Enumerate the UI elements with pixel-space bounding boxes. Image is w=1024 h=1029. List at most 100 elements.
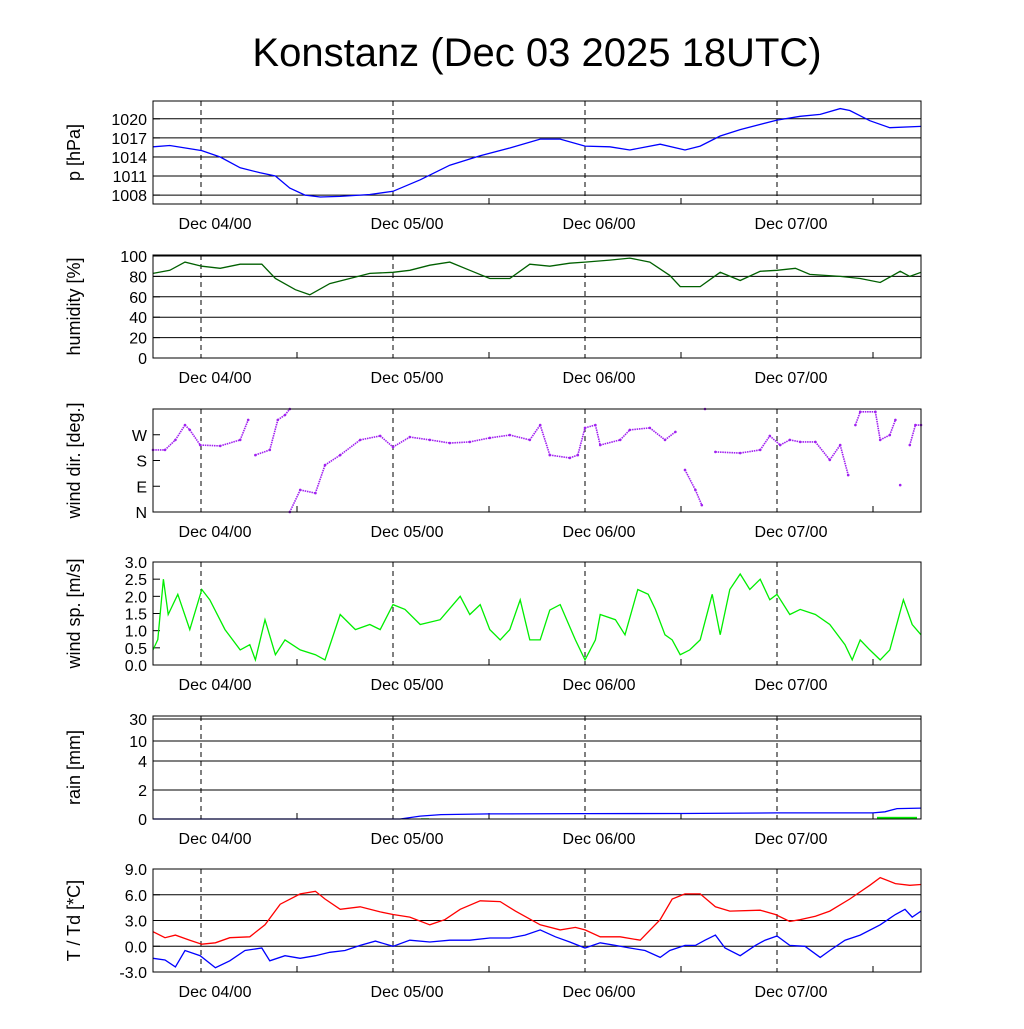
data-trace [289,489,301,513]
rain-series-accumulated-rain [153,807,922,820]
y-tick-label: 1.0 [125,624,147,641]
x-tick-label: Dec 04/00 [179,370,252,387]
humidity-series-humidity [152,257,922,296]
pressure-panel: 1008 1011 1014 1017 1020 Dec 04/00 Dec 05/00 De… [64,100,922,233]
y-tick-label: 0.0 [125,658,147,675]
data-trace [324,454,341,466]
data-trace [769,435,781,446]
series-line [152,107,922,198]
temperature-panel: -3.0 0.0 3.0 6.0 9.0 Dec 04/00 Dec 05/00 Dec 06… [64,862,922,1001]
data-trace [549,454,570,459]
x-tick-label: Dec 06/00 [563,524,636,541]
y-axis-label: wind sp. [m/s] [64,558,84,669]
data-point [898,483,902,487]
data-trace [449,441,470,444]
y-tick-label: 3.0 [125,555,147,572]
data-point [846,473,850,477]
data-trace [889,419,897,436]
data-trace [219,439,241,447]
data-trace [314,464,326,494]
y-tick-label: N [135,505,147,522]
data-trace [339,439,361,456]
data-trace [740,449,761,454]
y-axis-label: p [hPa] [64,124,84,181]
data-point [700,503,704,507]
y-tick-label: 40 [129,310,147,327]
x-tick-label: Dec 06/00 [563,831,636,848]
data-trace [529,424,541,441]
series-line [152,257,922,296]
data-trace [759,435,771,451]
humidity-panel: 0 20 40 60 80 100 Dec 04/00 Dec 05/00 Dec 06/00 D… [64,249,922,387]
data-trace [814,441,831,461]
x-tick-label: Dec 06/00 [563,216,636,233]
y-tick-label: S [136,454,147,471]
rain-bar [885,816,893,819]
x-tick-label: Dec 07/00 [755,370,828,387]
y-axis-label: rain [mm] [64,730,84,805]
y-tick-label: 20 [129,331,147,348]
y-tick-label: 0.0 [125,939,147,956]
y-tick-label: 2.5 [125,572,147,589]
data-trace [200,444,221,447]
data-trace [874,411,881,441]
y-tick-label: 9.0 [125,862,147,879]
data-trace [489,434,510,439]
x-tick-label: Dec 06/00 [563,370,636,387]
x-tick-label: Dec 05/00 [371,370,444,387]
data-trace [619,429,631,441]
data-trace [509,434,530,441]
x-tick-label: Dec 07/00 [755,831,828,848]
data-trace [469,437,490,443]
y-tick-label: 3.0 [125,914,147,931]
y-tick-label: 2 [138,783,147,800]
y-axis-label: wind dir. [deg.] [64,402,84,519]
plot-frame [152,868,922,973]
y-tick-label: 6.0 [125,888,147,905]
rain-bar [893,816,901,819]
series-line [152,908,922,969]
y-tick-label: 1.5 [125,607,147,624]
plot-frame [152,561,922,666]
wind-speed-series-wind-speed [152,572,922,663]
data-trace [164,439,176,451]
x-tick-label: Dec 07/00 [755,524,828,541]
series-line [153,807,922,820]
wind-speed-panel: 0.00.51.01.52.02.53.0 Dec 04/00 Dec 05/00 D… [64,555,922,694]
data-trace [684,469,697,491]
x-tick-label: Dec 07/00 [755,677,828,694]
data-trace [392,436,411,448]
x-tick-label: Dec 07/00 [755,216,828,233]
series-line [152,572,922,663]
y-tick-label: W [132,428,148,445]
x-tick-label: Dec 04/00 [179,216,252,233]
data-trace [600,439,621,446]
data-trace [360,435,381,441]
y-tick-label: 30 [129,712,147,729]
y-tick-label: 4 [138,754,147,771]
x-tick-label: Dec 05/00 [371,984,444,1001]
plot-frame [152,100,922,205]
data-trace [839,444,849,476]
data-trace [694,489,703,506]
y-tick-label: 10 [129,734,147,751]
x-tick-label: Dec 05/00 [371,216,444,233]
temperature-series-td [152,908,922,969]
y-tick-label: 1017 [111,131,147,148]
data-point [894,418,897,422]
data-trace [379,435,394,448]
data-trace [715,451,741,454]
rain-bar [877,816,885,819]
y-tick-label: 2.0 [125,589,147,606]
plot-frame [152,408,922,513]
x-tick-label: Dec 04/00 [179,984,252,1001]
x-tick-label: Dec 07/00 [755,984,828,1001]
y-tick-label: 0.5 [125,641,147,658]
data-point [674,430,677,434]
x-tick-label: Dec 05/00 [371,831,444,848]
y-tick-label: 100 [120,249,147,266]
data-trace [429,439,450,444]
y-tick-label: 0 [138,812,147,829]
data-trace [174,424,186,441]
